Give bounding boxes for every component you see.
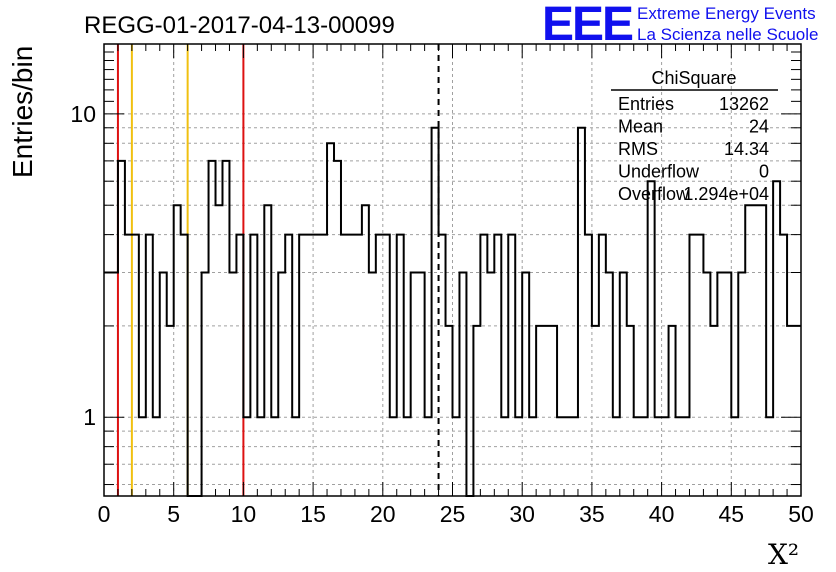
stats-label-overflow: Overflow [618,184,690,204]
x-tick-label: 35 [579,501,605,527]
x-tick-label: 20 [370,501,396,527]
stats-box: ChiSquare Entries 13262 Mean 24 RMS 14.34 Unde… [611,68,778,204]
stats-value-mean: 24 [749,117,769,137]
axis-ticks [103,44,802,496]
stats-label-rms: RMS [618,139,658,159]
x-tick-label: 5 [167,501,180,527]
stats-value-overflow: 1.294e+04 [683,184,769,204]
x-axis-label: X² [768,538,799,571]
stats-label-underflow: Underflow [618,162,700,182]
x-tick-label: 15 [300,501,326,527]
chart-title: REGG-01-2017-04-13-00099 [84,12,395,39]
y-axis-label: Entries/bin [7,46,38,178]
x-tick-labels: 0 5 10 15 20 25 30 35 40 45 50 [98,501,814,527]
x-tick-label: 25 [440,501,466,527]
x-tick-label: 40 [649,501,675,527]
stats-value-underflow: 0 [759,162,769,182]
logo-line-2: La Scienza nelle Scuole [637,25,818,44]
x-tick-label: 10 [231,501,257,527]
histogram-series [104,126,801,497]
stats-label-mean: Mean [618,117,663,137]
x-tick-label: 30 [509,501,535,527]
eee-logo: EEE Extreme Energy Events La Scienza nel… [542,0,818,51]
y-tick-labels: 1 10 [70,101,96,430]
x-tick-label: 0 [98,501,111,527]
stats-label-entries: Entries [618,94,674,114]
y-tick-label: 1 [83,404,96,430]
stats-title: ChiSquare [651,68,736,88]
y-tick-label: 10 [70,101,96,127]
x-tick-label: 50 [788,501,814,527]
logo-line-1: Extreme Energy Events [637,4,816,23]
stats-rows: Entries 13262 Mean 24 RMS 14.34 Underflow 0 Over… [618,94,769,204]
x-tick-label: 45 [719,501,745,527]
stats-value-entries: 13262 [719,94,769,114]
logo-mark: EEE [542,0,633,51]
stats-value-rms: 14.34 [724,139,769,159]
